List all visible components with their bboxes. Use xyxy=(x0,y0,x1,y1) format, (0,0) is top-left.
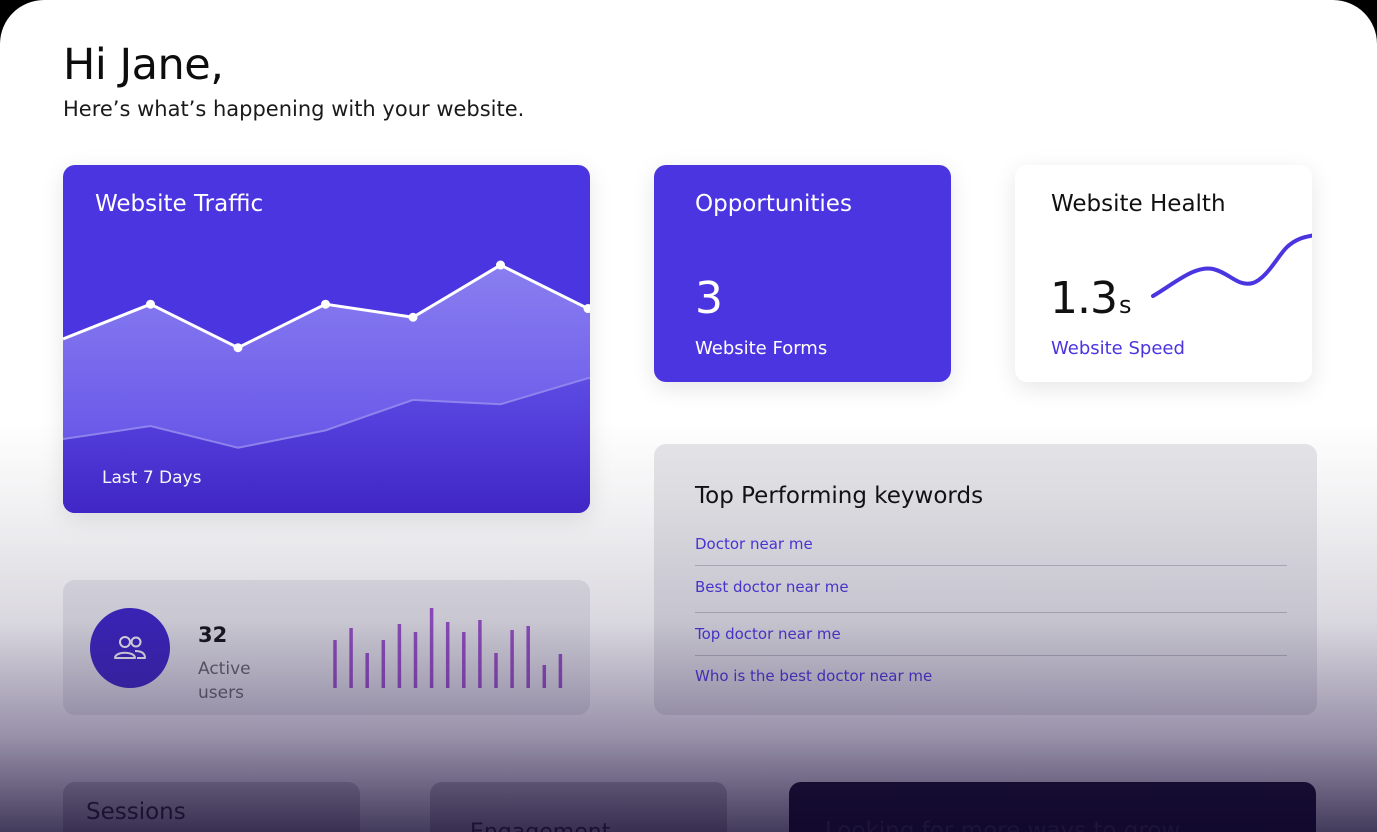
users-bar xyxy=(413,632,418,688)
active-users-bar-chart xyxy=(333,608,563,688)
traffic-point[interactable] xyxy=(146,299,155,309)
users-bar xyxy=(526,626,530,688)
traffic-range-label: Last 7 Days xyxy=(102,468,202,488)
top-keywords-card[interactable]: Top Performing keywords Doctor near me B… xyxy=(654,444,1317,715)
keyword-item[interactable]: Top doctor near me xyxy=(695,625,841,643)
opportunities-title: Opportunities xyxy=(695,191,852,217)
users-bar xyxy=(349,628,353,688)
traffic-point[interactable] xyxy=(321,299,330,309)
sessions-title: Sessions xyxy=(86,799,186,825)
users-bar xyxy=(558,654,563,688)
keywords-title: Top Performing keywords xyxy=(695,483,984,509)
keyword-item[interactable]: Doctor near me xyxy=(695,535,813,553)
website-traffic-card[interactable]: Website Traffic Last 7 Days xyxy=(63,165,590,513)
active-users-card[interactable]: 32 Active users xyxy=(63,580,590,715)
website-health-card[interactable]: Website Health 1.3s Website Speed xyxy=(1015,165,1312,382)
users-bar xyxy=(333,640,337,688)
users-bar xyxy=(381,640,386,688)
traffic-title: Website Traffic xyxy=(95,191,264,217)
opportunities-value: 3 xyxy=(695,273,723,324)
keyword-divider xyxy=(695,612,1287,613)
traffic-point[interactable] xyxy=(496,260,505,270)
users-bar xyxy=(429,608,434,688)
users-bar xyxy=(365,653,369,688)
keyword-divider xyxy=(695,655,1287,656)
speed-sparkline xyxy=(1151,233,1312,298)
keyword-item[interactable]: Who is the best doctor near me xyxy=(695,667,933,685)
greeting-subtitle: Here’s what’s happening with your websit… xyxy=(63,97,525,121)
users-bar xyxy=(510,630,514,688)
users-bar xyxy=(494,653,498,688)
traffic-point[interactable] xyxy=(408,312,418,322)
engagement-title: Engagement xyxy=(470,820,610,832)
users-bar xyxy=(397,624,402,688)
opportunities-card[interactable]: Opportunities 3 Website Forms xyxy=(654,165,951,382)
greeting-heading: Hi Jane, xyxy=(63,40,224,90)
users-bar xyxy=(462,632,466,688)
users-bar xyxy=(445,622,450,688)
opportunities-label: Website Forms xyxy=(695,338,828,359)
engagement-card[interactable]: Engagement xyxy=(430,782,727,832)
keyword-divider xyxy=(695,565,1287,566)
traffic-point[interactable] xyxy=(233,343,243,353)
sessions-card[interactable]: Sessions xyxy=(63,782,360,832)
users-bar xyxy=(542,665,547,688)
users-bar xyxy=(478,620,482,688)
traffic-chart xyxy=(63,260,590,513)
promo-card[interactable]: Looking for more ways to grow xyxy=(789,782,1316,832)
promo-title: Looking for more ways to grow xyxy=(825,818,1181,832)
keyword-item[interactable]: Best doctor near me xyxy=(695,578,849,596)
